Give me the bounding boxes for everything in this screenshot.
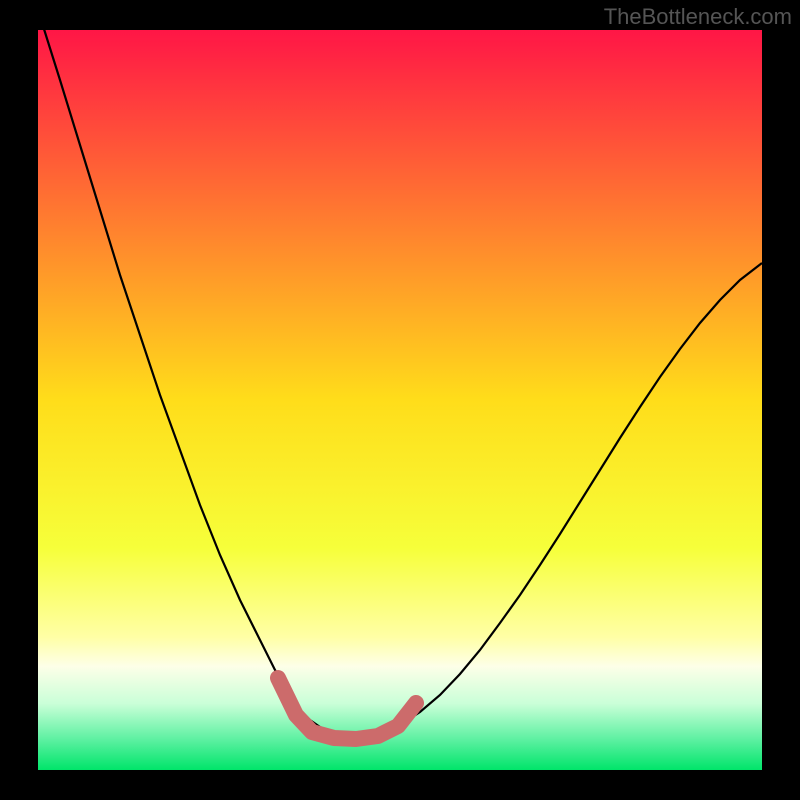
chart-canvas	[0, 0, 800, 800]
watermark-text: TheBottleneck.com	[604, 4, 792, 30]
plot-background	[38, 30, 762, 770]
